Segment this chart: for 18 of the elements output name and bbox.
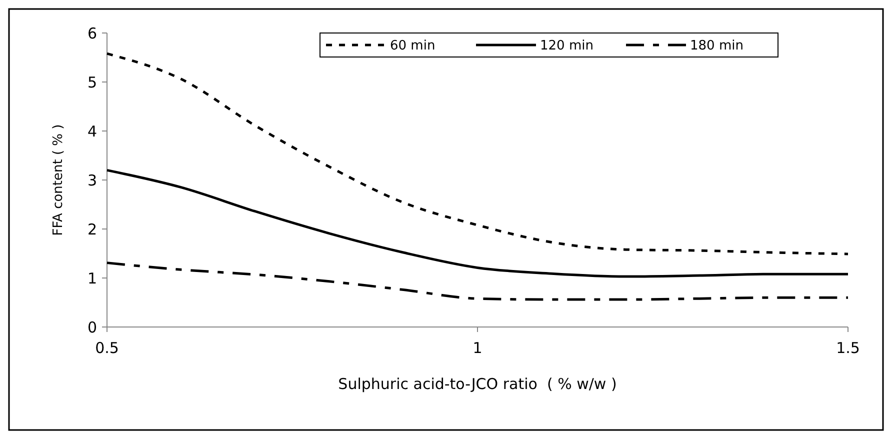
y-tick-label: 6 [87,24,97,42]
legend-label: 60 min [390,38,436,54]
y-axis-title: FFA content ( % ) [51,124,66,236]
x-tick-label: 1 [472,339,482,357]
line-series [106,168,850,278]
y-tick-label: 4 [87,122,97,140]
y-tick-label: 2 [87,220,97,238]
line-series [106,262,850,301]
y-tick-label: 5 [87,73,97,92]
y-tick-label: 3 [87,171,97,190]
legend-label: 180 min [690,38,744,54]
y-tick-label: 0 [87,318,97,336]
y-tick-label: 1 [87,269,97,288]
legend-label: 120 min [540,38,594,54]
x-axis-title: Sulphuric acid-to-JCO ratio ( % w/w ) [338,375,617,393]
x-tick-label: 0.5 [95,339,119,357]
x-tick-label: 1.5 [836,339,860,357]
line-series [106,52,850,256]
